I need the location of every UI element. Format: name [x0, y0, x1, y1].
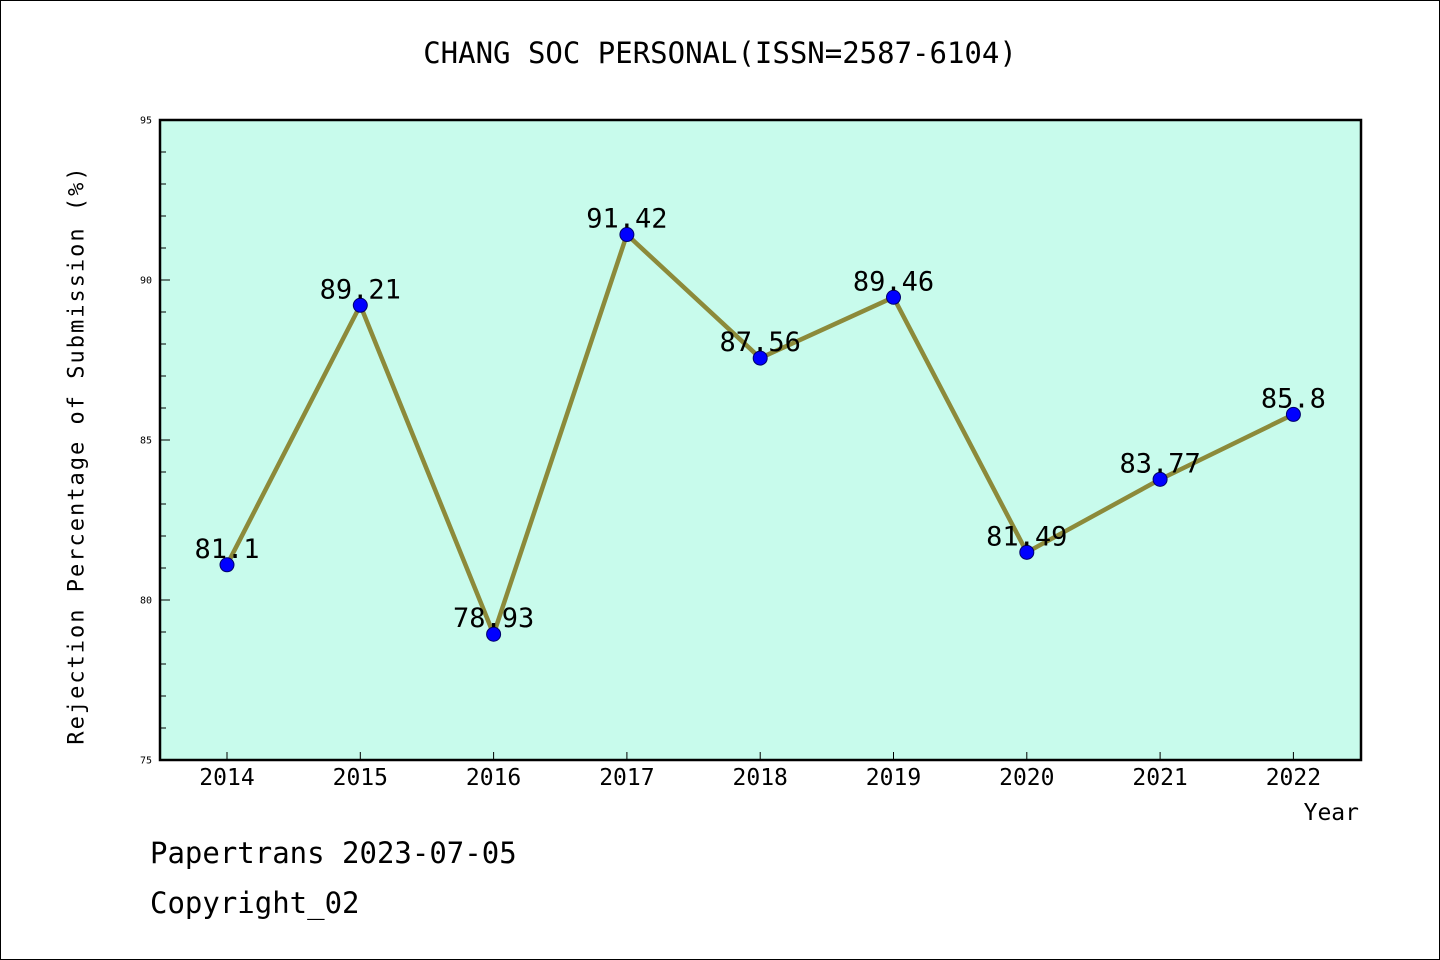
data-label: 81.1: [194, 534, 259, 565]
x-tick-label: 2016: [466, 765, 521, 791]
x-tick-label: 2015: [333, 765, 388, 791]
footer-source: Papertrans 2023-07-05: [150, 836, 517, 870]
x-tick-label: 2014: [199, 765, 254, 791]
data-label: 83.77: [1119, 448, 1200, 479]
x-tick-label: 2017: [599, 765, 654, 791]
data-point: [486, 626, 502, 642]
data-label: 78.93: [453, 603, 534, 634]
y-tick-label: 85: [140, 436, 152, 447]
data-point: [219, 557, 235, 573]
plot-border: [158, 118, 1363, 762]
data-point: [352, 297, 368, 313]
data-label: 89.21: [320, 274, 401, 305]
data-point: [1152, 471, 1168, 487]
data-label: 91.42: [586, 204, 667, 235]
y-tick-label: 95: [140, 116, 152, 127]
x-tick-label: 2022: [1266, 765, 1321, 791]
data-label: 89.46: [853, 266, 934, 297]
data-label: 85.8: [1261, 383, 1326, 414]
x-tick-label: 2020: [999, 765, 1054, 791]
y-tick-label: 80: [140, 596, 152, 607]
data-point: [1285, 406, 1301, 422]
y-tick-label: 75: [140, 756, 152, 767]
data-label: 81.49: [986, 521, 1067, 552]
chart-title: CHANG SOC PERSONAL(ISSN=2587-6104): [423, 36, 1017, 70]
y-tick-label: 90: [140, 276, 152, 287]
x-axis-label: Year: [1304, 800, 1359, 826]
footer-copyright: Copyright_02: [150, 886, 360, 920]
data-point: [1019, 544, 1035, 560]
x-tick-label: 2019: [866, 765, 921, 791]
plot-area: [160, 120, 1361, 760]
x-tick-label: 2018: [733, 765, 788, 791]
x-tick-label: 2021: [1132, 765, 1187, 791]
data-point: [619, 227, 635, 243]
data-point: [886, 289, 901, 305]
data-label: 87.56: [720, 327, 801, 358]
data-point: [752, 350, 768, 366]
